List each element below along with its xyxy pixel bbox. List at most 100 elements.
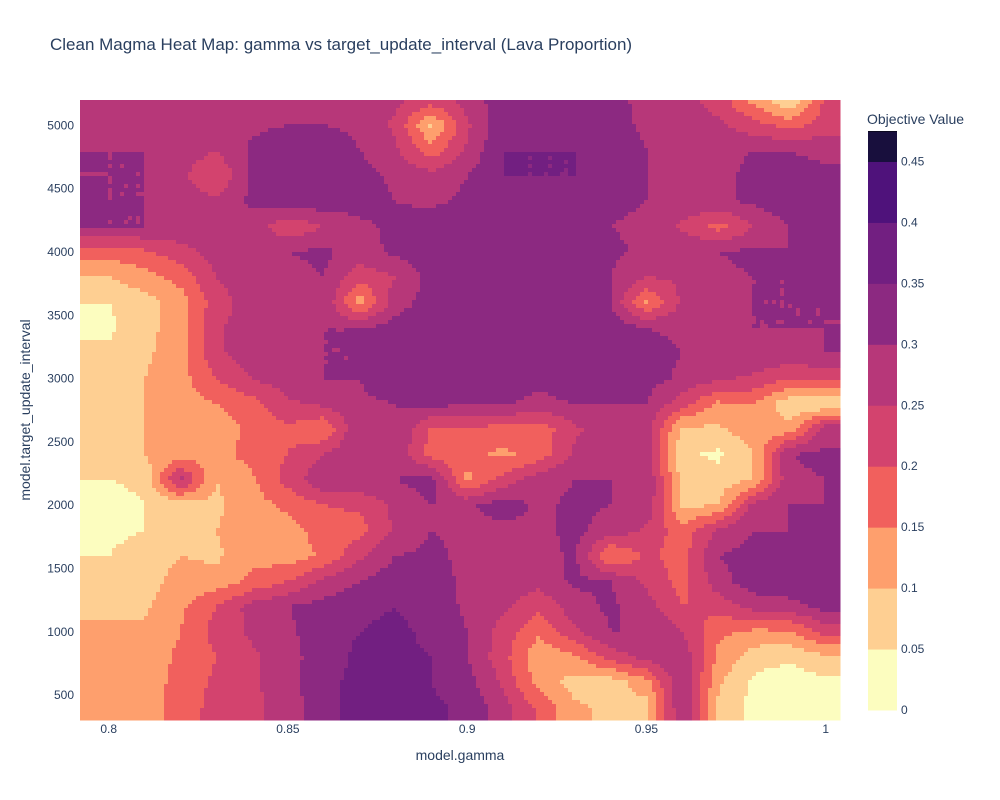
heat-cell xyxy=(764,156,769,161)
heat-cell xyxy=(656,100,661,105)
heat-cell xyxy=(376,116,381,121)
heat-cell xyxy=(776,136,781,141)
heat-cell xyxy=(572,120,577,125)
heat-cell xyxy=(536,172,541,177)
heat-cell xyxy=(212,148,217,153)
heat-cell xyxy=(740,116,745,121)
heat-cell xyxy=(456,108,461,113)
heat-cell xyxy=(820,148,825,153)
heat-cell xyxy=(284,116,289,121)
heat-cell xyxy=(212,168,217,173)
heat-cell xyxy=(376,156,381,161)
heat-cell xyxy=(660,180,665,185)
heat-cell xyxy=(772,152,777,157)
heat-cell xyxy=(528,144,533,149)
heat-cell xyxy=(744,168,749,173)
heat-cell xyxy=(288,172,293,177)
heat-cell xyxy=(348,128,353,133)
heat-cell xyxy=(292,196,297,201)
heat-cell xyxy=(244,176,249,181)
heat-cell xyxy=(244,172,249,177)
heat-cell xyxy=(272,176,277,181)
heat-cell xyxy=(476,128,481,133)
heat-cell xyxy=(796,132,801,137)
heat-cell xyxy=(704,108,709,113)
heat-cell xyxy=(148,128,153,133)
heat-cell xyxy=(692,200,697,205)
heat-cell xyxy=(312,100,317,105)
heat-cell xyxy=(564,172,569,177)
heat-cell xyxy=(292,180,297,185)
heat-cell xyxy=(192,132,197,137)
heat-cell xyxy=(108,164,113,169)
heat-cell xyxy=(80,188,85,193)
heat-cell xyxy=(480,108,485,113)
heat-cell xyxy=(764,144,769,149)
heat-cell xyxy=(660,184,665,189)
heat-cell xyxy=(528,176,533,181)
heat-cell xyxy=(652,184,657,189)
heat-cell xyxy=(360,160,365,165)
heat-cell xyxy=(604,172,609,177)
heat-cell xyxy=(124,196,129,201)
heat-cell xyxy=(152,144,157,149)
heat-cell xyxy=(448,168,453,173)
heat-cell xyxy=(740,128,745,133)
heat-cell xyxy=(284,196,289,201)
heat-cell xyxy=(296,100,301,105)
heat-cell xyxy=(204,100,209,105)
heat-cell xyxy=(180,200,185,205)
heat-cell xyxy=(828,200,833,205)
heat-cell xyxy=(132,140,137,145)
heat-cell xyxy=(280,168,285,173)
heat-cell xyxy=(352,192,357,197)
heat-cell xyxy=(460,128,465,133)
heat-cell xyxy=(812,120,817,125)
heat-cell xyxy=(80,152,85,157)
heat-cell xyxy=(168,156,173,161)
heat-cell xyxy=(332,172,337,177)
heat-cell xyxy=(216,160,221,165)
heat-cell xyxy=(540,200,545,205)
heat-cell xyxy=(460,152,465,157)
heat-cell xyxy=(348,144,353,149)
heat-cell xyxy=(132,172,137,177)
heat-cell xyxy=(760,172,765,177)
heat-cell xyxy=(160,128,165,133)
heat-cell xyxy=(340,140,345,145)
heat-cell xyxy=(724,128,729,133)
heat-cell xyxy=(80,116,85,121)
heat-cell xyxy=(616,116,621,121)
heat-cell xyxy=(204,128,209,133)
heat-cell xyxy=(220,160,225,165)
heat-cell xyxy=(360,172,365,177)
heat-cell xyxy=(700,184,705,189)
heat-cell xyxy=(300,164,305,169)
heat-cell xyxy=(752,184,757,189)
heat-cell xyxy=(132,168,137,173)
heat-cell xyxy=(532,140,537,145)
heat-cell xyxy=(660,108,665,113)
heat-cell xyxy=(348,124,353,129)
heat-cell xyxy=(752,196,757,201)
heat-cell xyxy=(344,180,349,185)
heat-cell xyxy=(140,192,145,197)
heat-cell xyxy=(628,180,633,185)
heat-cell xyxy=(528,200,533,205)
heat-cell xyxy=(604,152,609,157)
heat-cell xyxy=(400,196,405,201)
heat-cell xyxy=(116,120,121,125)
heat-cell xyxy=(788,116,793,121)
heat-cell xyxy=(556,184,561,189)
heat-cell xyxy=(812,188,817,193)
heat-cell xyxy=(464,192,469,197)
heat-cell xyxy=(416,200,421,205)
heat-cell xyxy=(468,140,473,145)
heat-cell xyxy=(268,112,273,117)
heat-cell xyxy=(372,160,377,165)
heat-cell xyxy=(444,152,449,157)
heat-cell xyxy=(472,124,477,129)
heat-cell xyxy=(524,164,529,169)
heat-cell xyxy=(456,172,461,177)
heat-cell xyxy=(616,128,621,133)
